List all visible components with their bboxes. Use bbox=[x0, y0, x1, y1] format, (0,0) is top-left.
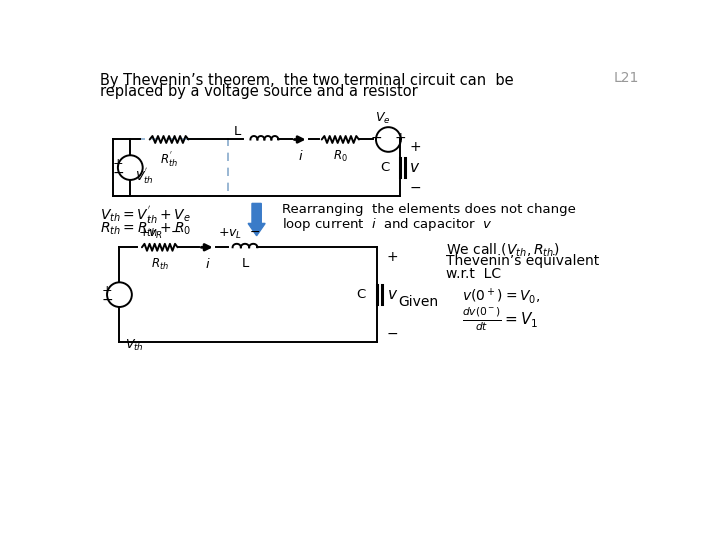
Polygon shape bbox=[248, 204, 265, 236]
Text: +: + bbox=[409, 140, 421, 154]
Text: $v(0^+) = V_0,$: $v(0^+) = V_0,$ bbox=[462, 287, 541, 306]
Text: $v$: $v$ bbox=[409, 160, 420, 175]
Text: $\frac{dv(0^-)}{dt} = V_1$: $\frac{dv(0^-)}{dt} = V_1$ bbox=[462, 305, 539, 333]
Text: −: − bbox=[102, 293, 113, 307]
Text: +: + bbox=[102, 284, 112, 298]
Text: We call $(V_{th}, R_{th})$: We call $(V_{th}, R_{th})$ bbox=[446, 242, 560, 259]
Text: $V_{th} = V_{th}^{'} + V_e$: $V_{th} = V_{th}^{'} + V_e$ bbox=[100, 205, 191, 226]
Text: w.r.t  LC: w.r.t LC bbox=[446, 267, 502, 281]
Text: −: − bbox=[387, 327, 398, 341]
Text: C: C bbox=[356, 288, 366, 301]
Text: −: − bbox=[112, 166, 124, 180]
Text: −: − bbox=[371, 131, 382, 145]
Text: $+ v_R$  −: $+ v_R$ − bbox=[138, 227, 181, 241]
Text: +: + bbox=[112, 157, 123, 170]
Text: +: + bbox=[394, 131, 406, 145]
Text: $V_{th}^{'}$: $V_{th}^{'}$ bbox=[135, 166, 154, 186]
Text: loop current  $i$  and capacitor  $v$: loop current $i$ and capacitor $v$ bbox=[282, 215, 492, 233]
Text: replaced by a voltage source and a resistor: replaced by a voltage source and a resis… bbox=[100, 84, 418, 99]
Text: $R_0$: $R_0$ bbox=[333, 148, 348, 164]
Text: $R_{th} = R_{th}^{'} + R_0$: $R_{th} = R_{th}^{'} + R_0$ bbox=[100, 217, 192, 239]
Text: By Thevenin’s theorem,  the two terminal circuit can  be: By Thevenin’s theorem, the two terminal … bbox=[100, 72, 513, 87]
Text: $V_e$: $V_e$ bbox=[375, 111, 391, 126]
Text: L21: L21 bbox=[613, 71, 639, 85]
Text: $v$: $v$ bbox=[387, 287, 398, 302]
Text: C: C bbox=[381, 161, 390, 174]
Text: +: + bbox=[387, 249, 398, 264]
Text: L: L bbox=[241, 256, 248, 269]
Text: $R_{th}$: $R_{th}$ bbox=[150, 256, 168, 272]
Text: −: − bbox=[409, 181, 421, 195]
Text: Thevenin’s equivalent: Thevenin’s equivalent bbox=[446, 254, 600, 268]
Text: $i$: $i$ bbox=[205, 256, 211, 271]
Text: $+ v_L$  −: $+ v_L$ − bbox=[218, 227, 260, 241]
Text: $i$: $i$ bbox=[298, 148, 304, 163]
Text: $R_{th}^{'}$: $R_{th}^{'}$ bbox=[160, 148, 178, 168]
Text: L: L bbox=[233, 125, 240, 138]
Text: Rearranging  the elements does not change: Rearranging the elements does not change bbox=[282, 204, 576, 217]
Text: $V_{th}$: $V_{th}$ bbox=[125, 338, 144, 353]
Text: Given: Given bbox=[398, 295, 438, 309]
